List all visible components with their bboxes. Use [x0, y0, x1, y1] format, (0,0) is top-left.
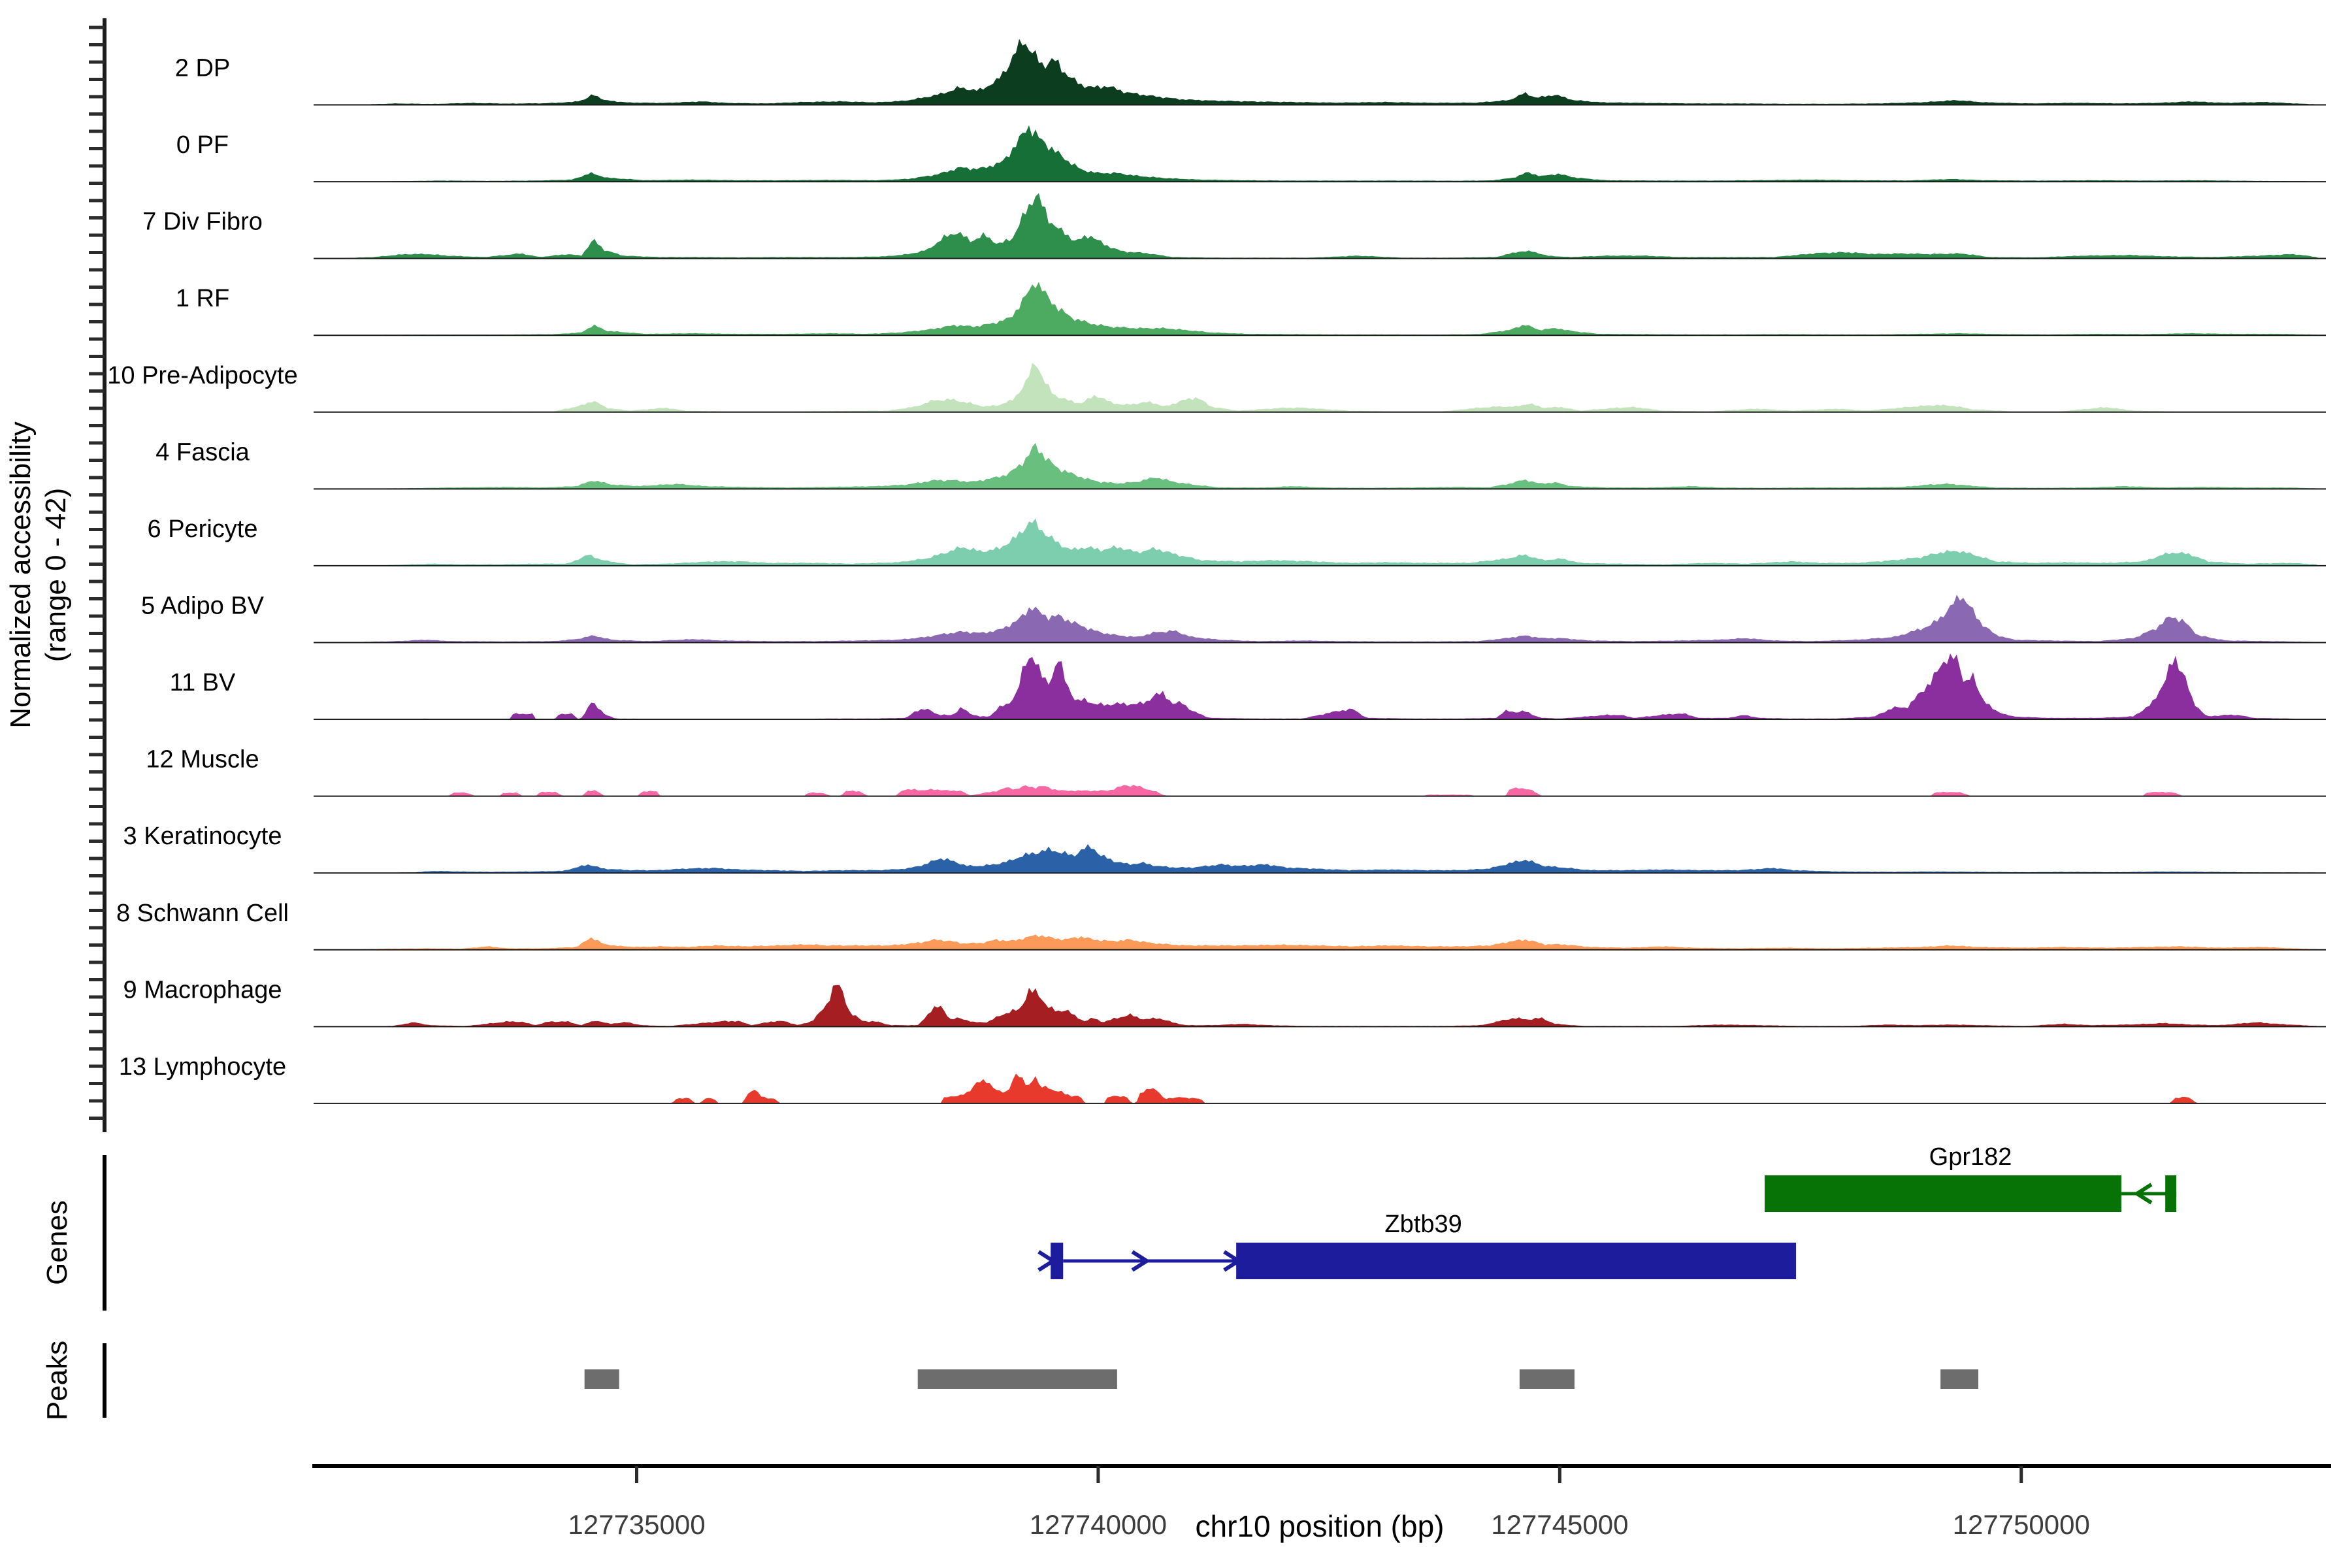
track-label-1-rf: 1 RF: [176, 285, 229, 312]
x-axis: 127735000 127740000 127745000 127750000: [312, 1464, 2331, 1540]
x-axis-tick-label: 127740000: [1030, 1509, 1167, 1540]
genes-section-label: Genes: [41, 1200, 73, 1285]
track-area-8-schwann-cell: [314, 934, 2326, 950]
track-label-10-pre-adipocyte: 10 Pre-Adipocyte: [107, 362, 298, 389]
accessibility-tracks: 2 DP 0 PF 7 Div Fibro 1 RF 10 Pre-Adipocyte 4…: [107, 39, 2326, 1104]
track-label-6-pericyte: 6 Pericyte: [148, 515, 258, 543]
track-label-13-lymphocyte: 13 Lymphocyte: [119, 1053, 286, 1081]
y-axis-range-label: (range 0 - 42): [40, 488, 72, 662]
gene-name-label-zbtb39: Zbtb39: [1384, 1211, 1462, 1238]
peak-interval-bar: [584, 1369, 619, 1389]
track-area-2-dp: [314, 39, 2326, 105]
track-area-7-div-fibro: [314, 193, 2326, 259]
gene-exon-zbtb39: [1051, 1243, 1064, 1279]
gene-strand-arrow-zbtb39: [1037, 1250, 1057, 1272]
x-axis-tick-label: 127745000: [1491, 1509, 1628, 1540]
track-label-4-fascia: 4 Fascia: [155, 438, 250, 466]
track-area-10-pre-adipocyte: [314, 363, 2326, 412]
track-area-1-rf: [314, 282, 2326, 336]
track-area-6-pericyte: [314, 518, 2326, 566]
peak-interval-bar: [1519, 1369, 1575, 1389]
y-axis: [89, 18, 106, 1132]
track-area-4-fascia: [314, 442, 2326, 489]
track-label-0-pf: 0 PF: [176, 131, 229, 159]
track-label-12-muscle: 12 Muscle: [146, 746, 259, 774]
gene-exon-gpr182: [2165, 1175, 2177, 1212]
track-label-8-schwann-cell: 8 Schwann Cell: [116, 900, 289, 927]
track-area-9-macrophage: [314, 985, 2326, 1027]
track-area-5-adipo-bv: [314, 595, 2326, 643]
gene-strand-arrow-zbtb39: [1223, 1250, 1243, 1272]
gene-name-label-gpr182: Gpr182: [1929, 1143, 2012, 1171]
y-axis-title: Normalized accessibility: [5, 421, 37, 728]
x-axis-tick-label: 127735000: [568, 1509, 705, 1540]
track-area-0-pf: [314, 125, 2326, 182]
gene-exon-gpr182: [1764, 1175, 2122, 1212]
peak-interval-bar: [1940, 1369, 1979, 1389]
track-area-11-bv: [314, 653, 2326, 720]
track-label-9-macrophage: 9 Macrophage: [123, 976, 282, 1004]
peaks-section-label: Peaks: [41, 1341, 73, 1420]
genes-track: Gpr182 Zbtb39: [103, 1143, 2177, 1311]
gene-strand-arrow-gpr182: [2133, 1183, 2153, 1205]
gene-exon-zbtb39: [1236, 1243, 1797, 1279]
gene-strand-arrow-zbtb39: [1131, 1250, 1151, 1272]
track-label-7-div-fibro: 7 Div Fibro: [142, 208, 263, 236]
x-axis-title: chr10 position (bp): [1196, 1509, 1445, 1543]
track-label-5-adipo-bv: 5 Adipo BV: [141, 592, 265, 619]
track-area-12-muscle: [314, 785, 2326, 796]
track-label-2-dp: 2 DP: [175, 55, 230, 82]
x-axis-tick-label: 127750000: [1953, 1509, 2090, 1540]
track-area-3-keratinocyte: [314, 844, 2326, 874]
track-label-11-bv: 11 BV: [170, 669, 236, 696]
track-label-3-keratinocyte: 3 Keratinocyte: [123, 823, 282, 850]
peak-interval-bar: [917, 1369, 1117, 1389]
peaks-track: [103, 1343, 1979, 1418]
track-area-13-lymphocyte: [314, 1073, 2326, 1103]
